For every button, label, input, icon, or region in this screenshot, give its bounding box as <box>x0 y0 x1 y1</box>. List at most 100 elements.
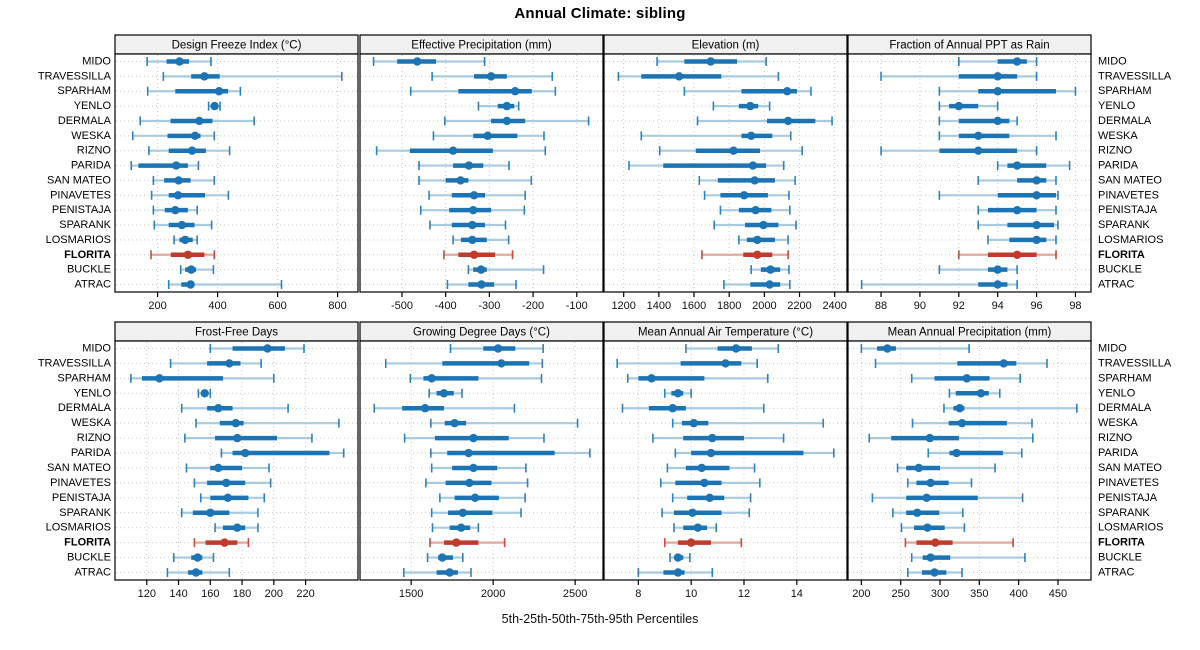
site-label-left-pinavetes-band1: PINAVETES <box>50 477 111 489</box>
plot-area <box>604 54 847 292</box>
series-row-penistaja <box>116 205 357 215</box>
axis-tick-label: -300 <box>478 300 500 312</box>
series-row-sparank <box>849 220 1090 230</box>
site-label-left-sparham-band0: SPARHAM <box>57 85 111 97</box>
site-label-left-mido-band1: MIDO <box>82 343 111 355</box>
site-label-right-penistaja-band1: PENISTAJA <box>1098 492 1158 504</box>
plot-area <box>360 54 603 292</box>
median-dot <box>766 265 775 274</box>
series-row-sparank <box>605 508 846 518</box>
median-dot <box>181 235 190 245</box>
series-row-san-mateo <box>116 175 357 185</box>
median-dot <box>233 523 242 532</box>
series-row-yenlo <box>605 388 846 398</box>
series-row-rizno <box>605 433 846 443</box>
median-dot <box>456 523 466 532</box>
site-label-left-florita-band0: FLORITA <box>64 249 111 261</box>
series-row-pinavetes <box>361 478 602 488</box>
series-row-san-mateo <box>849 175 1090 185</box>
median-dot <box>926 553 935 562</box>
median-dot <box>469 433 478 443</box>
series-row-florita <box>849 538 1090 548</box>
site-label-right-mido-band1: MIDO <box>1098 343 1127 355</box>
series-row-parida <box>116 161 357 171</box>
median-dot <box>955 404 964 413</box>
series-row-parida <box>605 161 846 171</box>
series-row-dermala <box>116 116 357 126</box>
series-row-weska <box>361 131 602 141</box>
series-row-buckle <box>116 553 357 563</box>
median-dot <box>751 205 760 215</box>
median-dot <box>883 344 892 353</box>
median-dot <box>974 146 983 155</box>
median-dot <box>729 146 738 155</box>
median-dot <box>210 101 219 111</box>
site-label-left-pinavetes-band0: PINAVETES <box>50 189 111 201</box>
median-dot <box>746 101 755 111</box>
axis-tick-label: 400 <box>1009 588 1027 600</box>
median-dot <box>486 72 496 81</box>
median-dot <box>206 508 215 517</box>
site-label-left-weska-band0: WESKA <box>71 130 111 142</box>
median-dot <box>930 568 939 577</box>
series-row-buckle <box>361 265 602 275</box>
site-label-left-san-mateo-band0: SAN MATEO <box>47 174 111 186</box>
site-label-right-sparham-band1: SPARHAM <box>1098 372 1152 384</box>
panel-design-freeze-index-c: Design Freeze Index (°C) 200 400 600 800 <box>114 34 359 312</box>
series-row-buckle <box>605 265 846 275</box>
axis-tick-label: 1500 <box>399 588 423 600</box>
axis-tick-label: 300 <box>931 588 949 600</box>
site-label-left-buckle-band1: BUCKLE <box>67 552 111 564</box>
median-dot <box>753 235 762 245</box>
series-row-pinavetes <box>116 190 357 200</box>
median-dot <box>448 146 458 155</box>
median-dot <box>469 191 479 200</box>
site-label-right-atrac-band1: ATRAC <box>1098 567 1135 579</box>
median-dot <box>974 131 983 141</box>
median-dot <box>173 191 183 200</box>
site-label-right-pinavetes-band1: PINAVETES <box>1098 477 1159 489</box>
median-dot <box>689 418 699 428</box>
series-row-parida <box>361 161 602 171</box>
series-row-sparank <box>605 220 846 230</box>
panel-border <box>114 53 359 293</box>
median-dot <box>957 418 967 428</box>
median-dot <box>673 389 683 398</box>
series-row-losmarios <box>605 523 846 533</box>
median-dot <box>233 433 242 443</box>
median-dot <box>993 72 1002 81</box>
median-dot <box>673 568 683 577</box>
axis-tick-label: 1600 <box>682 300 706 312</box>
series-row-buckle <box>849 265 1090 275</box>
plot-area <box>848 54 1091 292</box>
site-label-right-rizno-band1: RIZNO <box>1098 432 1133 444</box>
series-row-parida <box>116 448 357 458</box>
site-label-left-yenlo-band1: YENLO <box>74 387 112 399</box>
axis-tick-label: -500 <box>391 300 413 312</box>
site-label-left-florita-band1: FLORITA <box>64 537 111 549</box>
panel-border <box>359 340 604 581</box>
axis-tick-label: 8 <box>635 588 641 600</box>
series-row-san-mateo <box>116 463 357 473</box>
axis-tick-label: 250 <box>892 588 910 600</box>
site-label-left-rizno-band1: RIZNO <box>77 432 112 444</box>
site-label-right-florita-band1: FLORITA <box>1098 537 1145 549</box>
axis-tick-label: -400 <box>435 300 457 312</box>
median-dot <box>458 508 468 517</box>
series-row-travessilla <box>605 358 846 368</box>
median-dot <box>1032 191 1041 200</box>
site-label-right-florita-band0: FLORITA <box>1098 249 1145 261</box>
median-dot <box>464 448 473 458</box>
site-label-left-travessilla-band1: TRAVESSILLA <box>38 357 112 369</box>
median-dot <box>668 404 677 413</box>
series-row-weska <box>849 131 1090 141</box>
series-row-atrac <box>605 568 846 577</box>
median-dot <box>502 101 512 111</box>
series-row-yenlo <box>116 388 357 398</box>
site-label-right-weska-band1: WESKA <box>1098 417 1138 429</box>
median-dot <box>493 344 503 353</box>
panel-title: Design Freeze Index (°C) <box>172 40 302 52</box>
panel-border <box>359 53 604 293</box>
median-dot <box>914 463 923 473</box>
